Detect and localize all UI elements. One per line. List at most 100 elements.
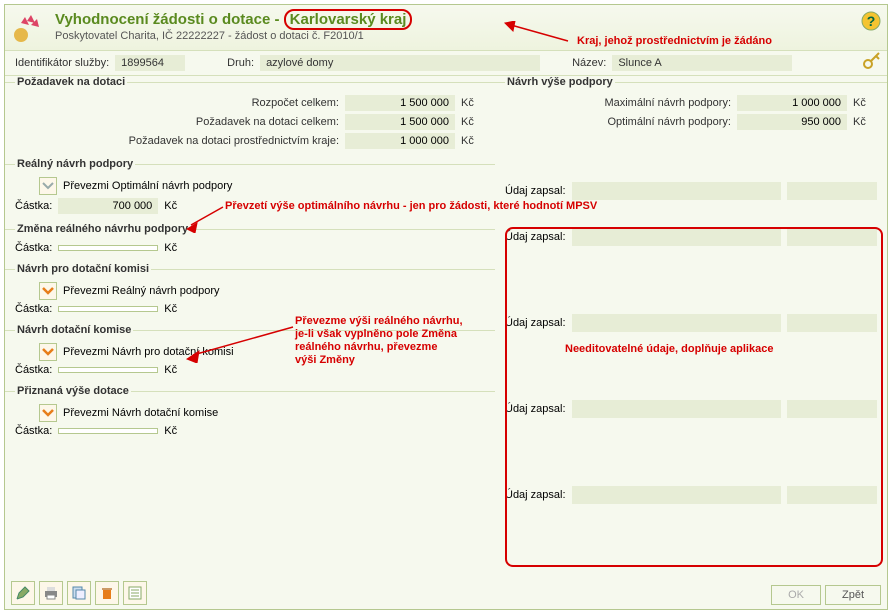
granted-amount-label: Částka: — [15, 425, 52, 437]
writer-label: Údaj zapsal: — [505, 231, 566, 243]
real-amount-label: Částka: — [15, 200, 52, 212]
region-name: Karlovarský kraj — [284, 9, 413, 30]
kind-label: Druh: — [227, 57, 254, 69]
writer-date-field — [787, 486, 877, 504]
left-column: Požadavek na dotaci Rozpočet celkem: 1 5… — [5, 76, 495, 507]
annotation-arrow-icon — [185, 323, 295, 363]
identity-row: Identifikátor služby: 1899564 Druh: azyl… — [5, 51, 887, 76]
title-prefix: Vyhodnocení žádosti o dotace - — [55, 11, 284, 28]
tool-copy-button[interactable] — [67, 581, 91, 605]
id-value: 1899564 — [115, 55, 185, 71]
req-value: 1 500 000 — [345, 114, 455, 130]
legend-real: Reálný návrh podpory — [15, 158, 135, 170]
back-button[interactable]: Zpět — [825, 585, 881, 605]
writer-row: Údaj zapsal: — [505, 182, 877, 200]
change-amount-input[interactable] — [58, 245, 158, 251]
annotation-optimal: Převzetí výše optimálního návrhu - jen p… — [225, 200, 597, 212]
unit: Kč — [461, 97, 485, 109]
tool-delete-button[interactable] — [95, 581, 119, 605]
key-icon[interactable] — [863, 51, 881, 69]
writer-date-field — [787, 400, 877, 418]
list-icon — [127, 585, 143, 601]
region-req-value: 1 000 000 — [345, 133, 455, 149]
opt-value: 950 000 — [737, 114, 847, 130]
writer-name-field — [572, 314, 781, 332]
unit: Kč — [853, 97, 877, 109]
take-granted-checkbox[interactable] — [39, 404, 57, 422]
writer-date-field — [787, 182, 877, 200]
legend-support: Návrh výše podpory — [505, 76, 615, 88]
unit: Kč — [461, 116, 485, 128]
ok-button[interactable]: OK — [771, 585, 821, 605]
writer-date-field — [787, 314, 877, 332]
writer-label: Údaj zapsal: — [505, 185, 566, 197]
group-granted: Přiznaná výše dotace Převezmi Návrh dota… — [5, 385, 495, 446]
annotation-arrow-icon — [185, 203, 225, 233]
writer-row: Údaj zapsal: — [505, 314, 877, 332]
writer-date-field — [787, 228, 877, 246]
help-icon[interactable]: ? — [861, 11, 881, 31]
group-request: Požadavek na dotaci Rozpočet celkem: 1 5… — [5, 76, 495, 158]
writer-name-field — [572, 400, 781, 418]
tool-print-button[interactable] — [39, 581, 63, 605]
footer-buttons: OK Zpět — [771, 585, 881, 605]
writer-name-field — [572, 182, 781, 200]
legend-request: Požadavek na dotaci — [15, 76, 127, 88]
tool-edit-button[interactable] — [11, 581, 35, 605]
unit: Kč — [164, 425, 177, 437]
printer-icon — [43, 585, 59, 601]
writer-label: Údaj zapsal: — [505, 403, 566, 415]
komis-amount-label: Částka: — [15, 303, 52, 315]
pencil-icon — [15, 585, 31, 601]
tool-list-button[interactable] — [123, 581, 147, 605]
komis-amount-input[interactable] — [58, 306, 158, 312]
region-req-label: Požadavek na dotaci prostřednictvím kraj… — [129, 135, 339, 147]
annotation-noedit: Needitovatelné údaje, doplňuje aplikace — [565, 343, 773, 355]
id-label: Identifikátor služby: — [15, 57, 109, 69]
max-value: 1 000 000 — [737, 95, 847, 111]
legend-granted: Přiznaná výše dotace — [15, 385, 131, 397]
right-column: Návrh výše podpory Maximální návrh podpo… — [495, 76, 887, 507]
writer-name-field — [572, 486, 781, 504]
annotation-real: Převezme výši reálného návrhu, je-li vša… — [295, 315, 463, 367]
unit: Kč — [461, 135, 485, 147]
name-label: Název: — [572, 57, 606, 69]
take-komis-checkbox[interactable] — [39, 343, 57, 361]
take-optimal-checkbox[interactable] — [39, 177, 57, 195]
legend-change: Změna reálného návrhu podpory — [15, 223, 190, 235]
group-change: Změna reálného návrhu podpory Částka: Kč — [5, 223, 495, 263]
unit: Kč — [853, 116, 877, 128]
legend-komis-real: Návrh dotační komise — [15, 324, 133, 336]
annotation-arrow-icon — [503, 21, 573, 47]
chevron-down-icon — [41, 179, 55, 193]
granted-amount-input[interactable] — [58, 428, 158, 434]
unit: Kč — [164, 200, 177, 212]
req-label: Požadavek na dotaci celkem: — [196, 116, 339, 128]
writer-row: Údaj zapsal: — [505, 400, 877, 418]
max-label: Maximální návrh podpory: — [604, 97, 731, 109]
change-amount-label: Částka: — [15, 242, 52, 254]
chevron-down-icon — [41, 406, 55, 420]
group-real: Reálný návrh podpory Převezmi Optimální … — [5, 158, 495, 223]
budget-label: Rozpočet celkem: — [252, 97, 339, 109]
copy-icon — [71, 585, 87, 601]
komis-real-amount-label: Částka: — [15, 364, 52, 376]
chevron-down-icon — [41, 284, 55, 298]
writer-label: Údaj zapsal: — [505, 489, 566, 501]
writer-row: Údaj zapsal: — [505, 228, 877, 246]
legend-komis: Návrh pro dotační komisi — [15, 263, 151, 275]
take-optimal-label: Převezmi Optimální návrh podpory — [63, 180, 232, 192]
komis-real-amount-input[interactable] — [58, 367, 158, 373]
budget-value: 1 500 000 — [345, 95, 455, 111]
take-real-checkbox[interactable] — [39, 282, 57, 300]
writer-name-field — [572, 228, 781, 246]
real-amount-value: 700 000 — [58, 198, 158, 214]
hand-logo-icon — [11, 11, 43, 43]
unit: Kč — [164, 303, 177, 315]
page-title: Vyhodnocení žádosti o dotace - Karlovars… — [55, 11, 877, 28]
annotation-region: Kraj, jehož prostřednictvím je žádáno — [577, 35, 772, 47]
kind-value: azylové domy — [260, 55, 540, 71]
unit: Kč — [164, 364, 177, 376]
content: Požadavek na dotaci Rozpočet celkem: 1 5… — [5, 76, 887, 507]
svg-text:?: ? — [867, 13, 876, 29]
